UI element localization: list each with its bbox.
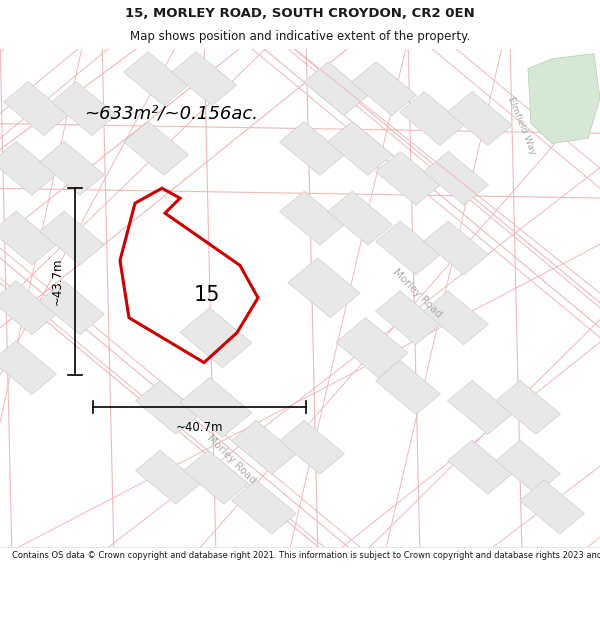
Polygon shape (180, 308, 252, 368)
Polygon shape (352, 62, 416, 116)
Polygon shape (52, 82, 116, 136)
Polygon shape (496, 440, 560, 494)
Polygon shape (336, 318, 408, 378)
Polygon shape (280, 191, 344, 245)
Polygon shape (4, 82, 68, 136)
Polygon shape (448, 440, 512, 494)
Polygon shape (124, 121, 188, 176)
Polygon shape (424, 151, 488, 205)
Polygon shape (328, 121, 392, 176)
Polygon shape (376, 221, 440, 275)
Polygon shape (0, 141, 56, 195)
Polygon shape (0, 281, 56, 335)
Text: Contains OS data © Crown copyright and database right 2021. This information is : Contains OS data © Crown copyright and d… (12, 551, 600, 560)
Text: 15, MORLEY ROAD, SOUTH CROYDON, CR2 0EN: 15, MORLEY ROAD, SOUTH CROYDON, CR2 0EN (125, 7, 475, 20)
Text: Morley Road: Morley Road (391, 266, 443, 319)
Polygon shape (40, 281, 104, 335)
Polygon shape (304, 62, 368, 116)
Text: ~43.7m: ~43.7m (51, 258, 64, 306)
Polygon shape (280, 420, 344, 474)
Polygon shape (496, 381, 560, 434)
Polygon shape (528, 54, 600, 143)
Polygon shape (288, 258, 360, 318)
Polygon shape (124, 52, 188, 106)
Polygon shape (232, 420, 296, 474)
Polygon shape (376, 291, 440, 344)
Text: ~40.7m: ~40.7m (176, 421, 223, 434)
Polygon shape (448, 381, 512, 434)
Text: 15: 15 (194, 286, 220, 306)
Text: ~633m²/~0.156ac.: ~633m²/~0.156ac. (84, 104, 258, 122)
Polygon shape (172, 52, 236, 106)
Polygon shape (184, 450, 248, 504)
Polygon shape (180, 378, 252, 438)
Polygon shape (520, 480, 584, 534)
Polygon shape (136, 381, 200, 434)
Polygon shape (448, 91, 512, 146)
Text: Morley Road: Morley Road (205, 433, 257, 486)
Polygon shape (232, 480, 296, 534)
Polygon shape (184, 381, 248, 434)
Polygon shape (0, 341, 56, 394)
Polygon shape (328, 191, 392, 245)
Polygon shape (424, 221, 488, 275)
Text: Elmfield Way: Elmfield Way (506, 96, 538, 156)
Polygon shape (424, 291, 488, 344)
Polygon shape (40, 211, 104, 265)
Text: Map shows position and indicative extent of the property.: Map shows position and indicative extent… (130, 30, 470, 43)
Polygon shape (400, 91, 464, 146)
Polygon shape (280, 121, 344, 176)
Polygon shape (136, 450, 200, 504)
Polygon shape (376, 151, 440, 205)
Polygon shape (40, 141, 104, 195)
Polygon shape (0, 211, 56, 265)
Polygon shape (376, 361, 440, 414)
